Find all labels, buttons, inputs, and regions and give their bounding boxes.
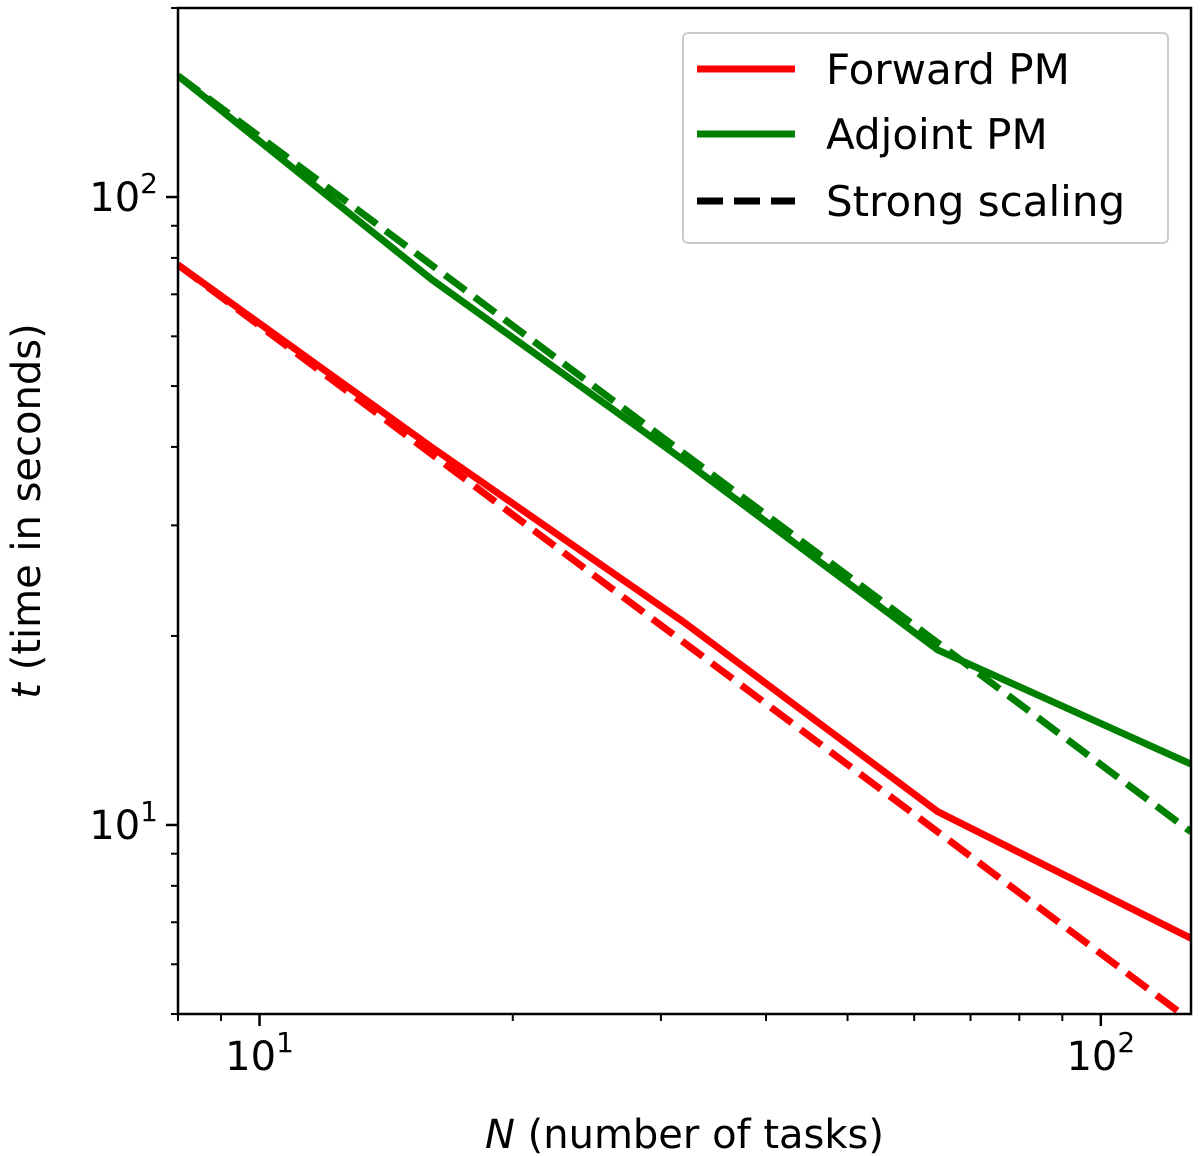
- y-axis-label: t (time in seconds): [4, 323, 50, 698]
- series-line-2: [178, 73, 1191, 768]
- legend-label: Strong scaling: [826, 177, 1125, 226]
- tick-label-exponent: 2: [140, 167, 158, 200]
- x-axis-description: (number of tasks): [515, 1112, 884, 1156]
- y-axis-variable: t: [4, 682, 50, 699]
- legend-box: [682, 32, 1169, 244]
- series-line-0: [178, 261, 1191, 942]
- tick-label-base: 10: [89, 175, 140, 221]
- tick-label-exponent: 2: [1117, 1026, 1135, 1059]
- legend-entry: Adjoint PM: [697, 110, 1048, 159]
- series-line-1: [178, 261, 1188, 1014]
- legend-entry: Strong scaling: [697, 177, 1125, 226]
- x-tick-label: 101: [225, 1026, 294, 1080]
- series-line-3: [178, 72, 1191, 835]
- x-axis-variable: N: [485, 1112, 515, 1156]
- plot-frame: [176, 6, 1193, 1016]
- legend-entries: Forward PM Adjoint PM Strong scaling: [697, 45, 1125, 226]
- x-tick-label: 102: [1066, 1026, 1135, 1080]
- series-layer: [178, 72, 1191, 1014]
- y-axis-description: (time in seconds): [4, 323, 50, 683]
- tick-label-base: 10: [89, 803, 140, 849]
- legend: Forward PM Adjoint PM Strong scaling: [682, 32, 1169, 244]
- tick-label-exponent: 1: [276, 1026, 294, 1059]
- y-tick-label: 101: [89, 795, 158, 849]
- legend-label: Forward PM: [826, 45, 1070, 94]
- legend-label: Adjoint PM: [826, 110, 1048, 159]
- tick-label-base: 10: [225, 1034, 276, 1080]
- y-tick-label: 102: [89, 167, 158, 221]
- tick-label-exponent: 1: [140, 795, 158, 828]
- x-axis-label: N (number of tasks): [485, 1112, 884, 1156]
- tick-label-base: 10: [1066, 1034, 1117, 1080]
- legend-entry: Forward PM: [697, 45, 1070, 94]
